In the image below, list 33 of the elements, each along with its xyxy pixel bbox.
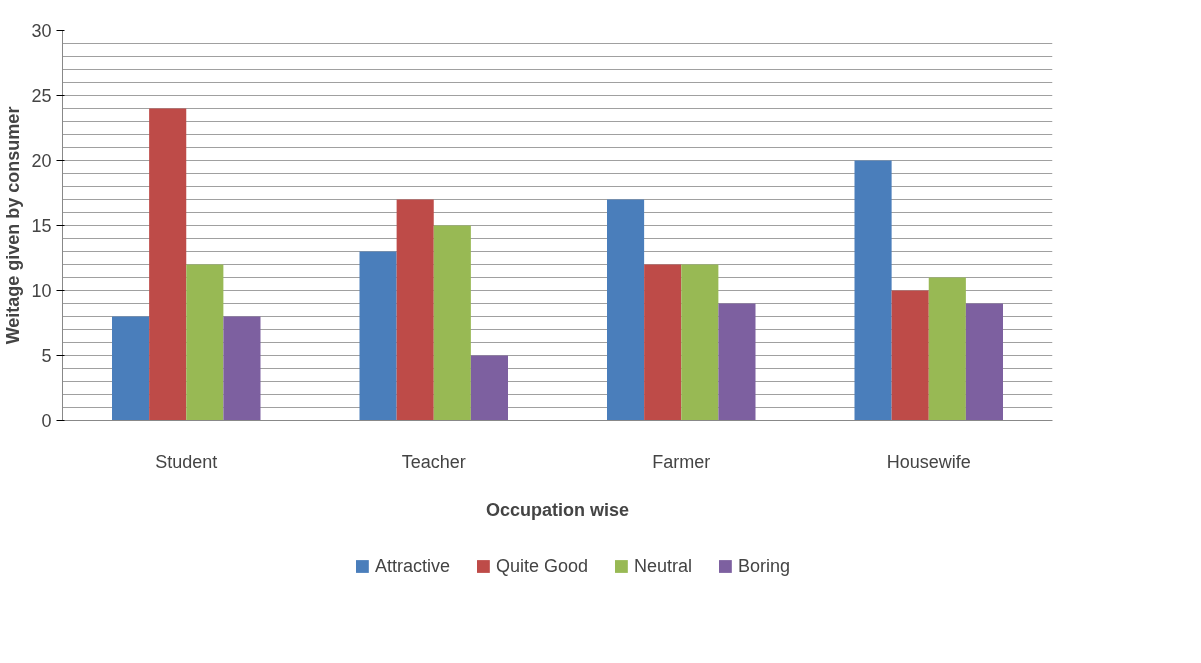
- bar: [681, 264, 719, 421]
- legend-label: Attractive: [374, 555, 450, 577]
- y-tick-label: 25: [31, 86, 52, 106]
- legend-label: Boring: [738, 555, 791, 577]
- bar: [470, 355, 508, 421]
- y-tick-label: 5: [41, 346, 52, 366]
- legend-label: Neutral: [634, 555, 693, 577]
- bar: [607, 199, 645, 421]
- x-tick-label: Housewife: [886, 451, 971, 472]
- x-axis-title: Occupation wise: [485, 499, 630, 520]
- bar: [718, 303, 756, 421]
- x-tick-label: Farmer: [652, 451, 711, 472]
- y-tick-label: 0: [41, 411, 52, 431]
- bar: [965, 303, 1003, 421]
- x-tick-label: Student: [155, 451, 218, 472]
- y-axis-title: Weitage given by consumer: [3, 106, 24, 345]
- bar: [928, 277, 966, 421]
- y-tick-label: 15: [31, 216, 52, 236]
- bar: [149, 108, 187, 421]
- y-tick-label: 10: [31, 281, 52, 301]
- bar: [396, 199, 434, 421]
- bar: [433, 225, 471, 421]
- y-tick-label: 30: [31, 21, 52, 41]
- bar: [854, 160, 892, 421]
- legend-label: Quite Good: [495, 555, 589, 577]
- bar: [644, 264, 682, 421]
- x-tick-label: Teacher: [401, 451, 466, 472]
- bar: [223, 316, 261, 421]
- bar: [891, 290, 929, 421]
- bar: [186, 264, 224, 421]
- y-tick-label: 20: [31, 151, 52, 171]
- bar: [112, 316, 150, 421]
- bar: [359, 251, 397, 421]
